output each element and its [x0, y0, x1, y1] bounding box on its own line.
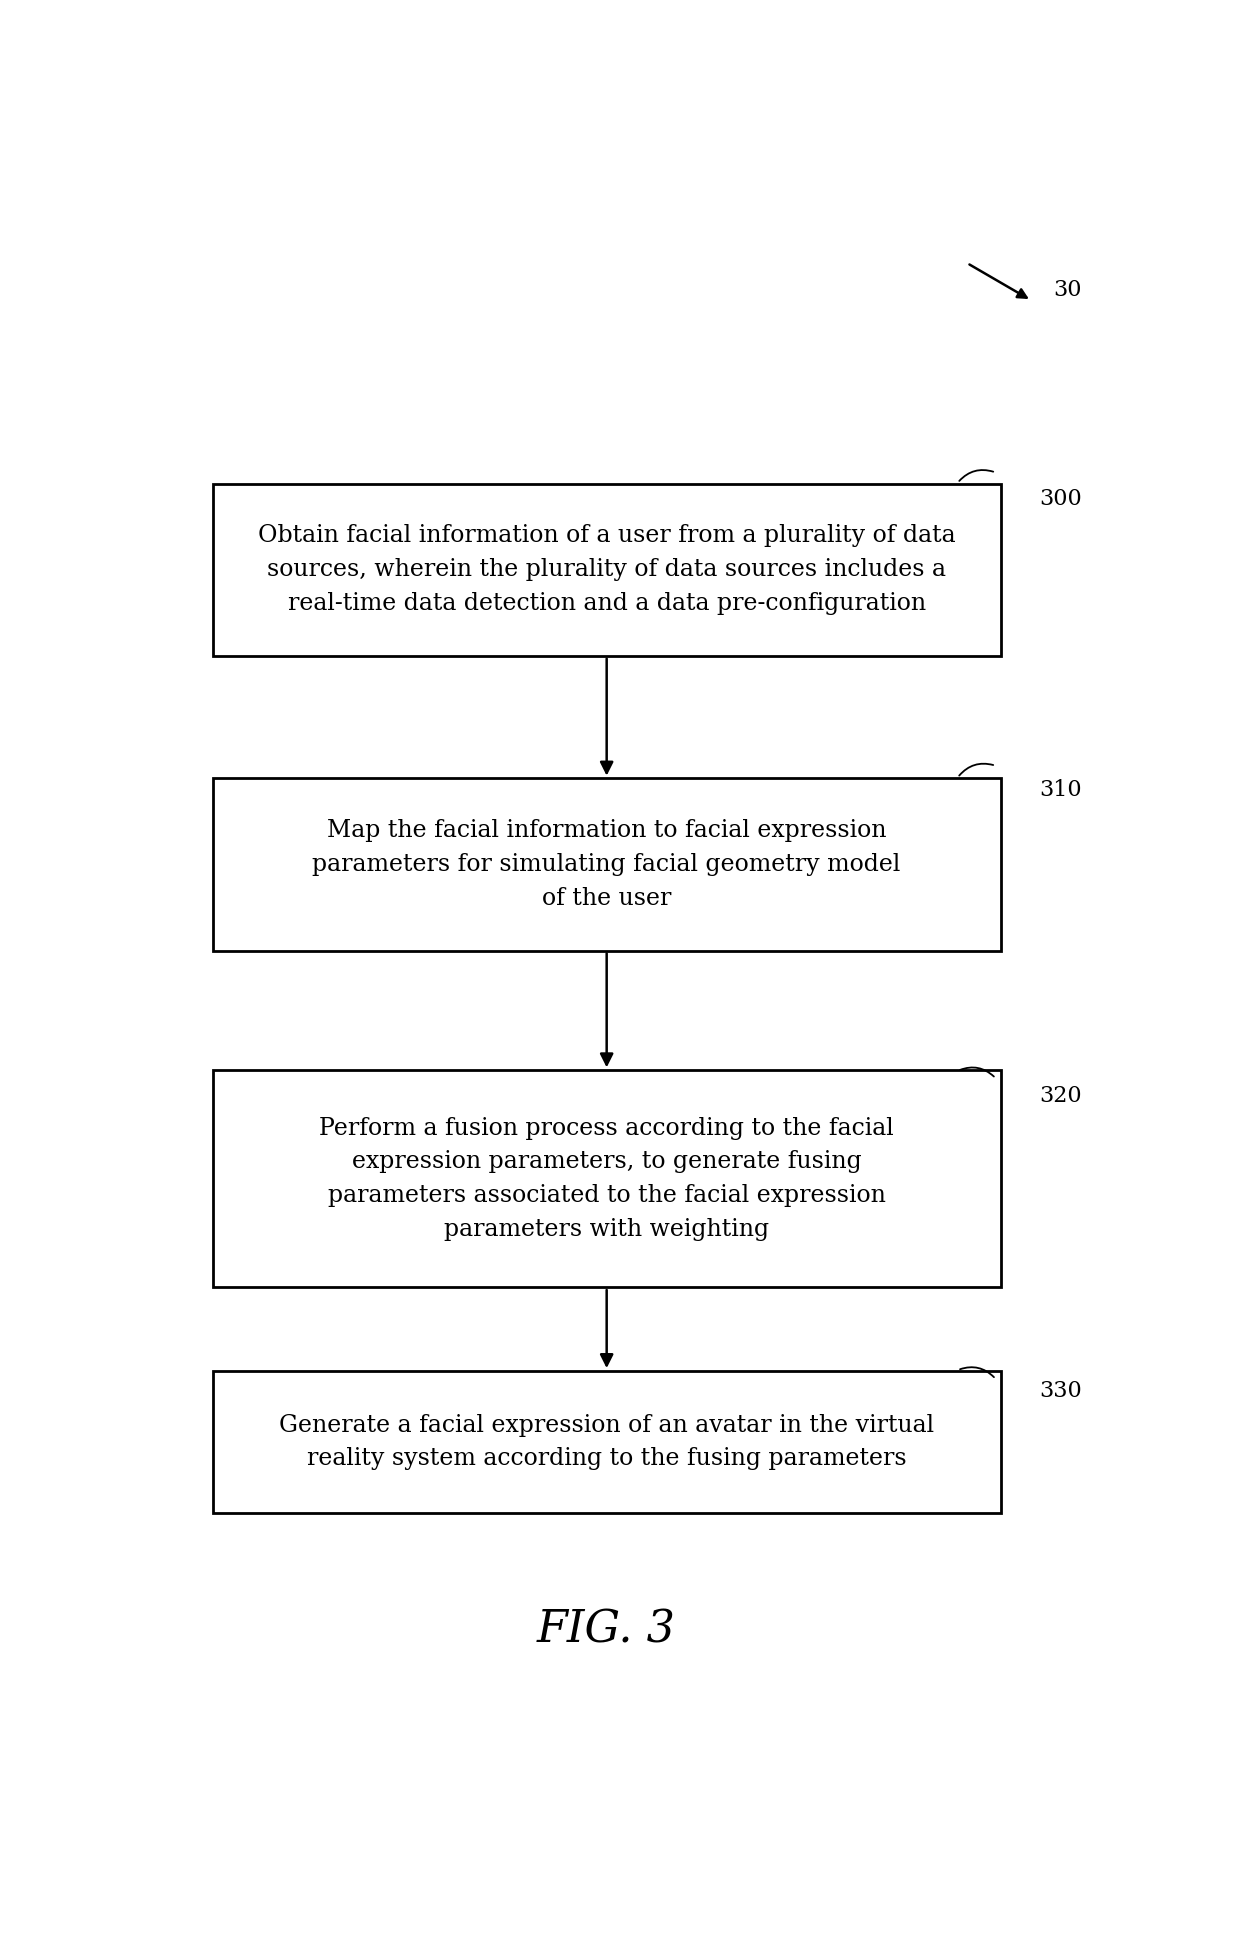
- Text: 300: 300: [1039, 488, 1081, 511]
- Bar: [213, 1372, 1001, 1514]
- Bar: [213, 779, 1001, 950]
- Text: Obtain facial information of a user from a plurality of data
sources, wherein th: Obtain facial information of a user from…: [258, 525, 956, 616]
- Text: 320: 320: [1039, 1086, 1081, 1108]
- Text: 330: 330: [1039, 1380, 1081, 1403]
- Text: 310: 310: [1039, 779, 1081, 801]
- Text: 30: 30: [1054, 280, 1083, 301]
- Bar: [213, 1071, 1001, 1286]
- Text: Map the facial information to facial expression
parameters for simulating facial: Map the facial information to facial exp…: [312, 820, 900, 909]
- Text: Perform a fusion process according to the facial
expression parameters, to gener: Perform a fusion process according to th…: [319, 1117, 894, 1242]
- Bar: [213, 484, 1001, 657]
- Text: FIG. 3: FIG. 3: [537, 1609, 676, 1652]
- Text: Generate a facial expression of an avatar in the virtual
reality system accordin: Generate a facial expression of an avata…: [279, 1415, 934, 1471]
